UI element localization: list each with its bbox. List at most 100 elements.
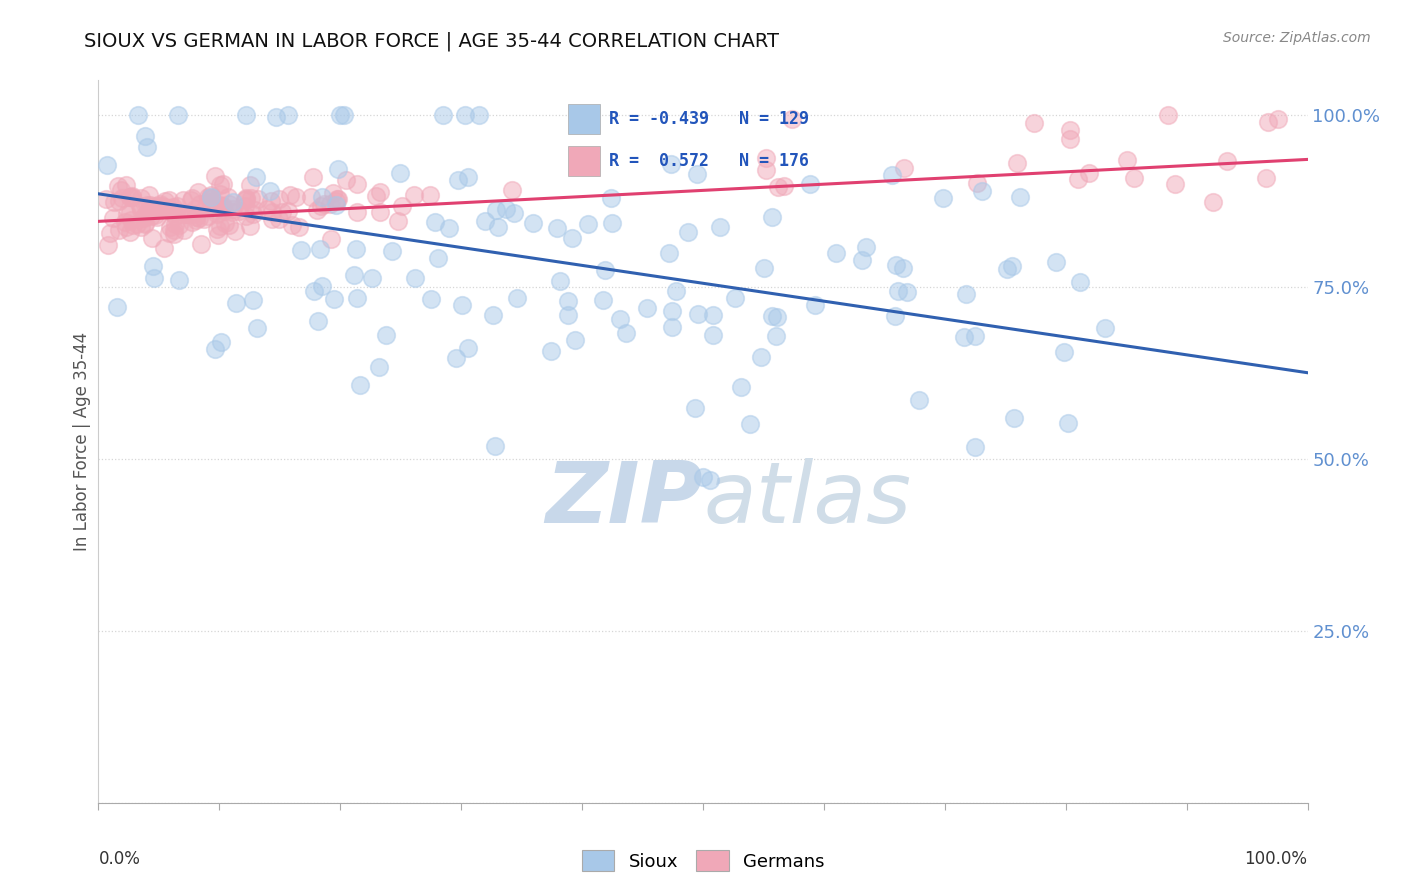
Point	[129, 203, 152, 218]
Point	[180, 191, 202, 205]
Point	[235, 108, 257, 122]
Point	[209, 335, 232, 350]
Point	[153, 241, 176, 255]
Point	[180, 193, 202, 207]
Point	[118, 205, 141, 219]
Point	[1057, 417, 1080, 431]
Point	[142, 270, 165, 285]
Point	[576, 217, 599, 231]
Point	[184, 202, 207, 216]
Point	[702, 308, 724, 322]
Point	[163, 223, 186, 237]
Point	[132, 210, 155, 224]
Point	[882, 169, 904, 183]
Point	[1116, 153, 1139, 167]
Point	[884, 258, 907, 272]
Point	[773, 179, 796, 194]
Point	[344, 242, 367, 256]
Point	[343, 268, 366, 283]
Point	[139, 209, 162, 223]
Point	[218, 197, 240, 211]
Point	[212, 199, 235, 213]
Point	[115, 207, 138, 221]
Point	[676, 225, 699, 239]
Point	[262, 204, 284, 219]
Point	[162, 201, 184, 215]
Point	[1122, 171, 1144, 186]
Point	[284, 190, 307, 204]
Point	[166, 108, 188, 122]
Point	[121, 190, 143, 204]
Point	[132, 211, 155, 226]
Point	[169, 218, 191, 232]
Y-axis label: In Labor Force | Age 35-44: In Labor Force | Age 35-44	[73, 332, 91, 551]
Point	[381, 244, 404, 259]
Point	[243, 202, 266, 217]
Point	[699, 473, 721, 487]
Point	[311, 190, 333, 204]
Point	[134, 216, 156, 230]
Point	[239, 178, 262, 192]
Point	[908, 393, 931, 408]
Point	[174, 205, 197, 219]
Point	[495, 202, 517, 217]
Point	[155, 194, 177, 208]
Point	[578, 108, 600, 122]
Point	[333, 108, 356, 122]
Point	[197, 209, 219, 223]
Text: ZIP: ZIP	[546, 458, 703, 541]
Point	[658, 246, 681, 260]
Point	[165, 204, 187, 219]
Point	[325, 194, 347, 208]
Point	[636, 301, 658, 315]
Point	[346, 205, 368, 219]
Point	[995, 262, 1018, 277]
Point	[963, 440, 986, 454]
Point	[432, 108, 454, 122]
Point	[162, 205, 184, 219]
Point	[135, 140, 157, 154]
Point	[550, 274, 572, 288]
Point	[187, 211, 209, 226]
Point	[269, 192, 291, 206]
Point	[447, 173, 470, 187]
Point	[1216, 153, 1239, 168]
Point	[955, 287, 977, 301]
Point	[114, 214, 136, 228]
Text: atlas: atlas	[703, 458, 911, 541]
Point	[349, 378, 371, 392]
Point	[780, 112, 803, 126]
Point	[228, 203, 250, 218]
Point	[134, 129, 156, 144]
Point	[204, 203, 226, 218]
Point	[665, 284, 688, 298]
Point	[1069, 275, 1091, 289]
Point	[1053, 345, 1076, 359]
Point	[200, 187, 222, 202]
Point	[419, 292, 441, 306]
Point	[326, 192, 349, 206]
Point	[259, 185, 281, 199]
Point	[157, 226, 180, 240]
Point	[222, 202, 245, 216]
Point	[1157, 108, 1180, 122]
Point	[225, 295, 247, 310]
Point	[271, 205, 294, 219]
Point	[200, 192, 222, 206]
Point	[105, 300, 128, 314]
Point	[600, 216, 623, 230]
Point	[149, 199, 172, 213]
Point	[103, 211, 125, 225]
Point	[391, 199, 413, 213]
Point	[322, 186, 344, 201]
Point	[1202, 194, 1225, 209]
Point	[207, 207, 229, 221]
Point	[1008, 190, 1031, 204]
Point	[256, 202, 278, 217]
Point	[208, 186, 231, 201]
Point	[214, 216, 236, 230]
Point	[1045, 254, 1067, 268]
Point	[540, 344, 562, 359]
Point	[609, 312, 631, 326]
Point	[966, 176, 988, 190]
